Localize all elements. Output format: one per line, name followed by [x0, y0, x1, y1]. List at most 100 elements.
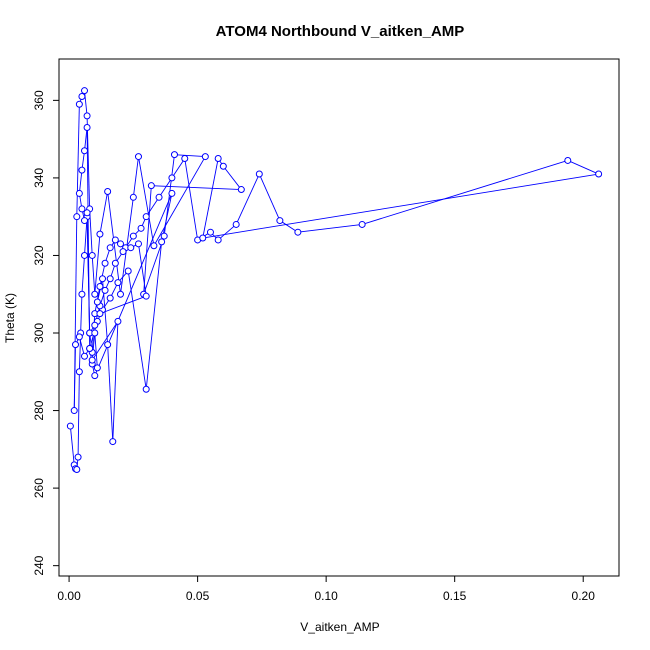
data-point	[150, 242, 158, 250]
data-point	[160, 232, 168, 240]
series-segment	[76, 104, 80, 217]
data-point	[142, 292, 150, 300]
series-segment	[86, 212, 91, 334]
series-segment	[80, 294, 83, 334]
data-point	[134, 153, 142, 161]
data-point	[73, 465, 81, 473]
series-segment	[99, 295, 147, 315]
data-point	[124, 267, 132, 275]
data-point	[96, 282, 104, 290]
series-segment	[94, 193, 173, 376]
series-segment	[174, 154, 206, 158]
data-point	[96, 230, 104, 238]
y-axis-label: Theta (K)	[3, 293, 17, 343]
data-point	[114, 279, 122, 287]
data-point	[101, 259, 109, 267]
data-point	[564, 156, 572, 164]
data-point	[78, 92, 86, 100]
data-point	[83, 112, 91, 120]
series-segment	[73, 344, 76, 411]
series-segment	[132, 156, 139, 198]
data-point	[111, 236, 119, 244]
y-tick-label: 260	[32, 478, 46, 498]
data-point	[106, 275, 114, 283]
data-point	[168, 189, 176, 197]
data-point	[93, 298, 101, 306]
y-tick-label: 300	[32, 323, 46, 343]
series-segment	[94, 332, 98, 368]
data-point	[358, 220, 366, 228]
data-point	[75, 368, 83, 376]
series-segment	[107, 344, 114, 442]
series-segment	[202, 158, 219, 239]
data-point	[75, 189, 83, 197]
data-point	[158, 238, 166, 246]
data-point	[98, 275, 106, 283]
chart-title: ATOM4 Northbound V_aitken_AMP	[216, 23, 465, 40]
data-point	[155, 193, 163, 201]
data-point	[93, 364, 101, 372]
data-point	[81, 87, 89, 95]
data-point	[142, 213, 150, 221]
series-layer	[66, 87, 603, 473]
data-point	[106, 294, 114, 302]
y-tick-label: 320	[32, 245, 46, 265]
data-point	[81, 217, 89, 225]
data-point	[81, 352, 89, 360]
series-segment	[567, 160, 599, 175]
data-point	[83, 209, 91, 217]
data-point	[114, 317, 122, 325]
series-segment	[112, 321, 119, 442]
series-segment	[279, 220, 299, 233]
data-point	[66, 422, 74, 430]
data-point	[170, 151, 178, 159]
data-point	[109, 438, 117, 446]
data-point	[72, 341, 80, 349]
series-segment	[258, 173, 281, 221]
data-point	[127, 244, 135, 252]
data-point	[111, 259, 119, 267]
data-point	[129, 232, 137, 240]
data-point	[78, 290, 86, 298]
data-point	[75, 333, 83, 341]
series-segment	[99, 191, 109, 235]
series-segment	[91, 255, 96, 295]
x-tick-label: 0.05	[186, 589, 210, 603]
x-axis: 0.00 0.05 0.10 0.15 0.20	[57, 575, 595, 603]
x-axis-label: V_aitken_AMP	[300, 620, 379, 634]
series-segment	[81, 255, 85, 295]
y-axis: 240 260 280 300 320 340 360	[32, 90, 60, 576]
data-point	[181, 155, 189, 163]
series-segment	[145, 241, 163, 390]
y-tick-label: 360	[32, 90, 46, 110]
data-point	[91, 372, 99, 380]
data-point	[78, 205, 86, 213]
series-segment	[138, 156, 155, 246]
data-point	[75, 100, 83, 108]
data-point	[294, 228, 302, 236]
data-point	[88, 356, 96, 364]
data-point	[91, 290, 99, 298]
data-point	[219, 162, 227, 170]
data-point	[206, 228, 214, 236]
series-segment	[235, 173, 260, 225]
series-segment	[78, 170, 83, 194]
data-point	[74, 453, 82, 461]
data-point	[88, 251, 96, 259]
data-point	[137, 224, 145, 232]
series-segment	[153, 156, 206, 246]
series-segment	[362, 160, 568, 225]
x-tick-label: 0.10	[314, 589, 338, 603]
series-segment	[217, 224, 237, 241]
data-point	[119, 248, 127, 256]
data-point	[106, 244, 114, 252]
y-tick-label: 280	[32, 400, 46, 420]
data-point	[214, 236, 222, 244]
data-point	[91, 329, 99, 337]
data-point	[116, 240, 124, 248]
data-point	[255, 170, 263, 178]
data-point	[199, 234, 207, 242]
data-point	[129, 193, 137, 201]
x-tick-label: 0.15	[443, 589, 467, 603]
